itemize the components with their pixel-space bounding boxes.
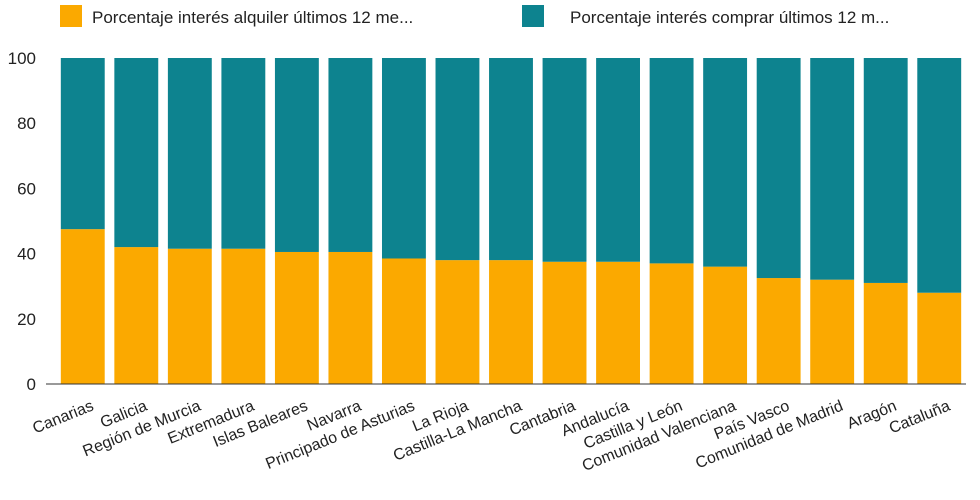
bar-segment-rent — [863, 282, 908, 384]
bar-segment-rent — [542, 261, 587, 384]
bar-segment-rent — [596, 261, 640, 384]
bar-segment-buy — [756, 58, 801, 279]
bar-segment-rent — [328, 251, 373, 384]
bar-segment-buy — [274, 58, 319, 252]
y-tick-label: 20 — [17, 310, 36, 329]
bar-segment-rent — [435, 260, 480, 384]
bar-segment-buy — [917, 58, 962, 293]
bar-segment-rent — [60, 229, 105, 384]
bar-segment-rent — [649, 263, 694, 384]
bar-segment-buy — [542, 58, 587, 262]
bar-segment-buy — [863, 58, 908, 283]
bar-segment-rent — [917, 292, 962, 384]
x-category-label: Canarias — [30, 398, 96, 438]
bar-segment-buy — [221, 58, 266, 249]
bar-segment-rent — [167, 248, 212, 384]
bar-segment-buy — [435, 58, 480, 261]
bar-segment-buy — [596, 58, 640, 262]
bar-segment-buy — [167, 58, 212, 249]
y-tick-label: 0 — [27, 375, 36, 394]
legend-label-rent: Porcentaje interés alquiler últimos 12 m… — [92, 8, 413, 27]
bar-segment-rent — [756, 278, 801, 384]
legend-label-buy: Porcentaje interés comprar últimos 12 m.… — [570, 8, 889, 27]
bar-segment-rent — [221, 248, 266, 384]
legend-swatch-rent — [60, 5, 82, 27]
bar-segment-rent — [381, 258, 426, 384]
y-tick-label: 60 — [17, 179, 36, 198]
bar-segment-rent — [810, 279, 855, 384]
bar-segment-rent — [489, 260, 533, 384]
bar-segment-buy — [114, 58, 159, 248]
bar-segment-rent — [274, 251, 319, 384]
y-axis: 0 20 40 60 80 100 — [8, 49, 36, 394]
legend: Porcentaje interés alquiler últimos 12 m… — [60, 5, 889, 27]
bar-segment-rent — [114, 247, 159, 384]
y-tick-label: 100 — [8, 49, 36, 68]
y-tick-label: 80 — [17, 114, 36, 133]
x-category-label: Cataluña — [887, 398, 953, 438]
bar-segment-buy — [810, 58, 855, 280]
bars — [60, 58, 962, 384]
bar-segment-buy — [649, 58, 694, 264]
bar-segment-buy — [381, 58, 426, 259]
bar-segment-buy — [703, 58, 748, 267]
legend-swatch-buy — [522, 5, 544, 27]
bar-segment-buy — [328, 58, 373, 252]
bar-segment-buy — [489, 58, 533, 261]
bar-segment-buy — [60, 58, 105, 230]
y-tick-label: 40 — [17, 245, 36, 264]
bar-segment-rent — [703, 266, 748, 384]
